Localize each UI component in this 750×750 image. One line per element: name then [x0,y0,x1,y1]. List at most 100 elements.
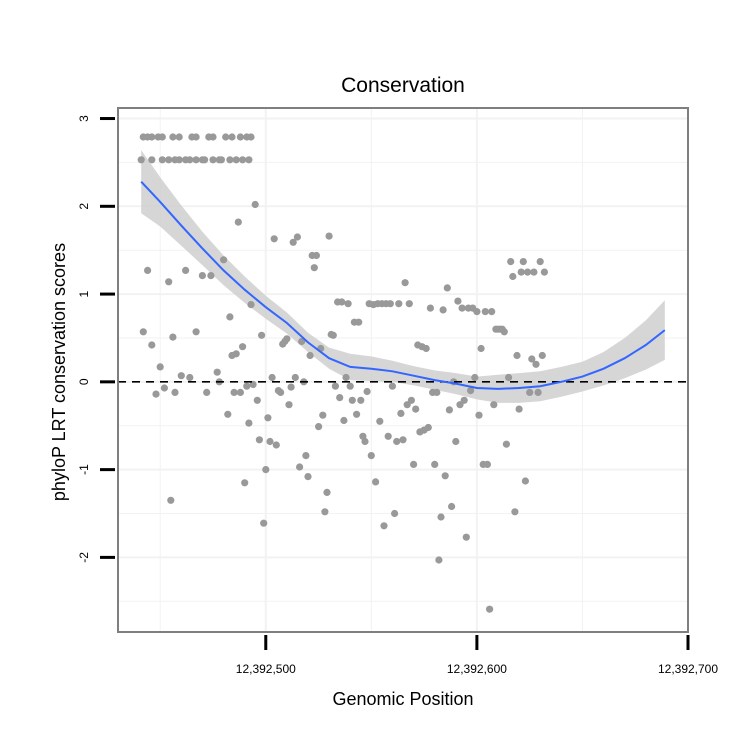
data-point [272,441,280,449]
data-point [258,331,266,339]
data-point [380,522,388,530]
data-point [226,156,234,164]
data-point [319,411,327,419]
data-point [500,328,508,336]
data-point [357,396,365,404]
data-point [156,363,164,371]
data-point [247,133,255,141]
data-point [538,351,546,360]
data-point [296,463,304,471]
data-point [217,156,225,164]
data-point [171,388,179,396]
data-point [203,388,211,396]
data-point [475,411,483,419]
data-point [241,479,249,487]
data-point [329,331,337,339]
data-point [532,360,540,368]
data-point [331,382,339,390]
chart-title: Conservation [341,74,465,97]
data-point [519,258,527,266]
data-point [435,556,443,564]
data-point [325,232,333,240]
data-point [167,496,175,504]
data-point [264,414,272,422]
smooth-trend-line [140,181,666,390]
data-point [412,405,420,413]
y-tick-label: -2 [77,552,91,563]
data-point [431,460,439,468]
data-point [467,387,475,395]
data-point [338,298,346,306]
data-point [236,133,244,141]
data-point [386,300,394,308]
data-point [226,313,234,321]
data-point [399,436,407,444]
data-point [209,156,217,164]
data-point [458,304,466,312]
data-point [283,335,291,343]
data-point [224,410,232,418]
data-point [517,268,525,276]
data-point [477,344,485,353]
data-point [255,436,263,444]
data-point [452,437,460,446]
data-point [433,388,441,396]
x-tick-label: 12,392,700 [658,662,718,676]
data-point [148,156,156,164]
data-point [293,233,301,241]
data-point [526,388,534,396]
data-point [426,304,434,312]
data-point [490,401,498,409]
data-point [260,519,268,527]
data-point [152,390,160,398]
data-point [336,394,344,402]
data-point [445,406,453,414]
data-point [315,423,323,431]
data-point [473,308,481,316]
data-point [448,502,456,511]
data-point [528,355,536,363]
data-point [454,297,462,305]
data-point [298,337,306,346]
data-point [245,419,253,427]
data-point [239,156,247,164]
data-point [534,388,542,396]
data-point [511,508,519,516]
data-point [471,373,479,382]
data-point [232,350,240,358]
data-point [401,279,409,287]
data-point [245,156,253,164]
data-point [239,343,247,351]
data-point [182,266,190,274]
data-point [367,452,375,460]
data-point [344,300,352,308]
x-axis-title: Genomic Position [332,689,473,709]
data-point [287,383,295,391]
data-point [148,133,156,141]
data-points [137,133,549,613]
data-point [148,341,156,349]
data-point [289,238,297,246]
data-point [353,410,361,418]
data-point [515,405,523,413]
data-point [262,466,270,474]
data-point [304,473,312,481]
data-point [302,452,310,460]
data-point [253,396,261,404]
data-point [277,388,285,396]
data-point [236,388,244,396]
data-point [443,284,451,292]
y-tick-label: 1 [77,290,91,297]
x-tick-label: 12,392,600 [447,662,507,676]
data-point [391,509,399,518]
data-point [137,156,145,164]
data-point [462,533,470,541]
data-point [509,272,517,281]
data-point [291,373,299,382]
x-axis: 12,392,500 12,392,600 12,392,700 [236,635,718,676]
y-axis-title: phyloP LRT conservation scores [49,243,69,501]
grid [118,108,689,632]
y-tick-label: 3 [77,115,91,122]
data-point [192,328,200,336]
